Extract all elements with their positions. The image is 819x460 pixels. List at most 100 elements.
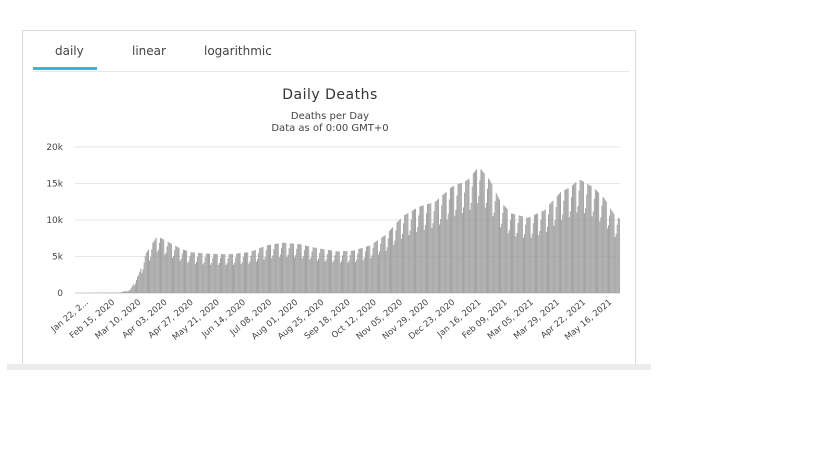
bar[interactable]: [525, 224, 527, 293]
bar[interactable]: [597, 191, 599, 293]
bar[interactable]: [379, 251, 381, 293]
bar[interactable]: [358, 248, 360, 293]
bar[interactable]: [519, 215, 521, 293]
bar[interactable]: [197, 256, 199, 293]
bar[interactable]: [120, 292, 122, 293]
bar[interactable]: [294, 257, 296, 294]
bar[interactable]: [481, 170, 483, 293]
bar[interactable]: [351, 250, 353, 293]
bar[interactable]: [563, 200, 565, 293]
bar[interactable]: [151, 249, 153, 293]
bar[interactable]: [283, 242, 285, 293]
bar[interactable]: [139, 271, 141, 293]
bar[interactable]: [576, 212, 578, 293]
bar[interactable]: [176, 246, 178, 293]
bar[interactable]: [243, 252, 245, 293]
bar[interactable]: [206, 253, 208, 293]
bar[interactable]: [306, 245, 308, 293]
bar[interactable]: [285, 242, 287, 293]
bar[interactable]: [515, 236, 517, 293]
bar[interactable]: [193, 252, 195, 293]
bar[interactable]: [440, 218, 442, 293]
bar[interactable]: [287, 254, 289, 293]
bar[interactable]: [194, 263, 196, 293]
bar[interactable]: [175, 245, 177, 293]
bar[interactable]: [366, 246, 367, 293]
bar[interactable]: [274, 243, 276, 293]
bar[interactable]: [260, 247, 262, 293]
bar[interactable]: [178, 247, 180, 293]
bar[interactable]: [437, 198, 439, 293]
bar[interactable]: [179, 260, 181, 293]
bar[interactable]: [397, 221, 399, 293]
bar[interactable]: [301, 258, 303, 293]
bar[interactable]: [202, 264, 204, 293]
bar[interactable]: [165, 252, 167, 293]
bar[interactable]: [239, 253, 241, 293]
bar[interactable]: [411, 210, 413, 293]
bar[interactable]: [361, 247, 363, 293]
bar[interactable]: [501, 223, 503, 293]
bar[interactable]: [160, 237, 161, 293]
bar[interactable]: [400, 238, 402, 293]
bar[interactable]: [125, 291, 127, 293]
bar[interactable]: [369, 245, 371, 293]
bar[interactable]: [249, 261, 251, 293]
bar[interactable]: [443, 193, 445, 293]
bar[interactable]: [406, 213, 408, 293]
bar[interactable]: [383, 236, 385, 293]
bar[interactable]: [122, 291, 124, 293]
bar[interactable]: [480, 169, 482, 293]
bar[interactable]: [264, 256, 266, 293]
bar[interactable]: [354, 250, 355, 293]
bar[interactable]: [218, 262, 220, 293]
bar[interactable]: [150, 256, 152, 293]
bar[interactable]: [542, 211, 544, 293]
bar[interactable]: [124, 291, 125, 293]
horizontal-scrollbar[interactable]: [7, 364, 651, 370]
bar[interactable]: [136, 280, 137, 293]
bar[interactable]: [404, 215, 406, 293]
tab-linear[interactable]: linear: [132, 44, 166, 58]
bar[interactable]: [367, 246, 369, 293]
bar[interactable]: [134, 283, 136, 293]
bar[interactable]: [418, 215, 420, 293]
bar[interactable]: [200, 253, 202, 293]
bar[interactable]: [149, 260, 151, 293]
bar[interactable]: [468, 178, 470, 293]
bar[interactable]: [528, 217, 530, 293]
bar[interactable]: [382, 236, 384, 293]
bar[interactable]: [432, 223, 434, 293]
bar[interactable]: [310, 257, 312, 293]
bar[interactable]: [600, 217, 602, 293]
bar[interactable]: [300, 244, 302, 293]
bar[interactable]: [141, 273, 143, 293]
bar[interactable]: [378, 254, 379, 293]
bar[interactable]: [552, 200, 554, 293]
bar[interactable]: [478, 195, 480, 293]
bar[interactable]: [399, 218, 401, 293]
bar[interactable]: [564, 189, 566, 293]
bar[interactable]: [360, 248, 362, 293]
bar[interactable]: [252, 250, 254, 293]
bar[interactable]: [121, 291, 123, 293]
bar[interactable]: [181, 253, 183, 293]
bar[interactable]: [368, 245, 370, 293]
bar[interactable]: [201, 253, 203, 293]
bar[interactable]: [162, 238, 164, 293]
bar[interactable]: [213, 253, 215, 293]
bar[interactable]: [330, 250, 331, 293]
bar[interactable]: [156, 252, 158, 293]
bar[interactable]: [155, 237, 157, 293]
bar[interactable]: [303, 250, 305, 293]
bar[interactable]: [380, 243, 382, 293]
bar[interactable]: [553, 225, 555, 293]
bar[interactable]: [362, 260, 364, 293]
bar[interactable]: [384, 235, 386, 293]
bar[interactable]: [616, 224, 618, 293]
bar[interactable]: [410, 219, 412, 293]
bar[interactable]: [581, 180, 583, 293]
bar[interactable]: [467, 179, 469, 293]
bar[interactable]: [554, 220, 556, 293]
bar[interactable]: [409, 230, 411, 293]
